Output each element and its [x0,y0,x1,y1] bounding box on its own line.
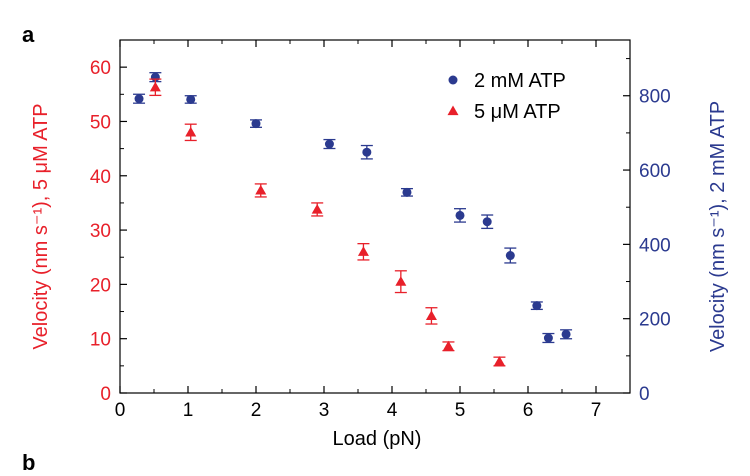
y-left-axis-label: Velocity (nm s⁻¹), 5 μM ATP [30,103,52,349]
data-point-2mm [402,187,412,197]
y-left-tick-label: 60 [90,58,111,79]
data-point-2mm [251,119,261,129]
data-point-2mm [324,139,334,149]
data-point-2mm [134,94,144,104]
data-point-5um [357,246,369,256]
axis-labels: Load (pN) Velocity (nm s⁻¹), 5 μM ATP Velo… [30,101,729,450]
y-right-tick-label: 800 [639,87,671,108]
data-marks [133,72,573,367]
data-point-2mm [505,251,515,261]
data-point-5um [442,340,454,351]
y-left-tick-label: 50 [90,112,111,133]
data-point-5um [395,276,407,286]
data-point-2mm [532,301,542,311]
plot-frame-rect [119,39,631,394]
data-point-5um [311,203,323,214]
y-left-tick-label: 40 [90,167,111,188]
plot-frame [119,39,631,394]
x-tick-label: 6 [523,400,534,421]
legend-label: 2 mM ATP [474,70,566,92]
y-right-tick-label: 200 [639,310,671,331]
y-left-tick-label: 10 [90,330,111,351]
x-tick-label: 2 [251,400,262,421]
data-point-2mm [543,333,553,343]
x-tick-label: 7 [591,400,602,421]
y-left-tick-label: 20 [90,275,111,296]
legend-label: 5 μM ATP [474,101,561,123]
y-right-tick-label: 600 [639,161,671,182]
data-point-2mm [186,94,196,104]
y-left-tick-label: 30 [90,221,111,242]
legend: 2 mM ATP 5 μM ATP [447,70,566,123]
legend-marker [448,75,458,85]
x-tick-label: 1 [183,400,194,421]
x-axis-label: Load (pN) [333,428,422,450]
data-point-5um [149,81,161,92]
panel-label-a: a [22,22,35,47]
data-point-5um [185,126,197,137]
data-point-2mm [455,210,465,220]
x-tick-label: 4 [387,400,398,421]
data-point-2mm [561,329,571,339]
y-left-tick-label: 0 [100,384,111,405]
x-tick-label: 5 [455,400,466,421]
data-point-5um [255,184,267,195]
legend-marker [447,105,459,116]
data-point-5um [425,310,437,321]
x-tick-label: 0 [115,400,126,421]
data-point-2mm [362,147,372,157]
data-point-2mm [482,217,492,227]
y-right-tick-label: 0 [639,384,650,405]
x-tick-label: 3 [319,400,330,421]
y-right-axis-label: Velocity (nm s⁻¹), 2 mM ATP [707,101,729,352]
y-right-tick-label: 400 [639,235,671,256]
data-point-5um [493,356,505,366]
